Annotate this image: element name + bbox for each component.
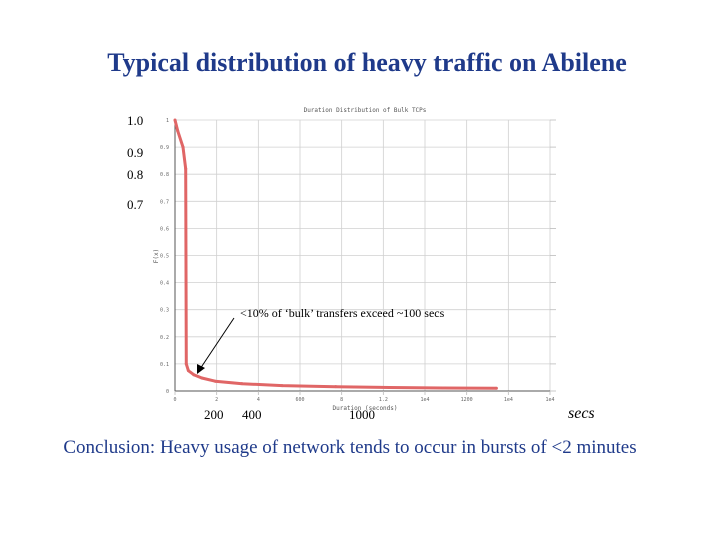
y-tick-label: 0.7 xyxy=(160,199,169,205)
y-tick-label: 0.2 xyxy=(160,335,169,341)
y-tick-label: 0.8 xyxy=(160,172,169,178)
y-tick-label: 0.1 xyxy=(160,362,169,368)
chart-ticks: 0 0.1 0.2 0.3 0.4 0.5 0.6 0.7 0.8 0.9 1 0 2 4 600 8 1.2 1… xyxy=(160,118,556,403)
data-point xyxy=(192,373,196,377)
overlay-x-label: 200 xyxy=(204,407,224,422)
x-tick-label: 1.2 xyxy=(379,397,388,403)
data-point xyxy=(184,167,188,171)
overlay-x-label: 1000 xyxy=(349,407,375,422)
data-point xyxy=(184,362,188,366)
y-tick-label: 0.4 xyxy=(160,281,169,287)
data-point xyxy=(280,384,284,388)
x-tick-label: 600 xyxy=(295,397,304,403)
x-tick-label: 1e4 xyxy=(504,397,513,403)
y-tick-label: 1 xyxy=(166,118,169,124)
data-point xyxy=(494,386,498,390)
overlay-y-label: 0.9 xyxy=(127,145,144,160)
chart-grid xyxy=(175,119,551,391)
y-tick-label: 0 xyxy=(166,389,169,395)
data-point xyxy=(387,385,391,389)
conclusion-text: Conclusion: Heavy usage of network tends… xyxy=(63,437,637,458)
x-tick-label: 8 xyxy=(340,397,343,403)
x-tick-label: 1200 xyxy=(461,397,473,403)
x-tick-label: 4 xyxy=(257,397,260,403)
series-line xyxy=(173,119,497,390)
chart-axes xyxy=(174,120,550,392)
x-tick-label: 1e4 xyxy=(420,397,429,403)
y-tick-label: 0.6 xyxy=(160,226,169,232)
chart-y-axis-label: F(x) xyxy=(153,249,160,263)
chart-series xyxy=(173,118,498,390)
x-tick-label: 1e4 xyxy=(545,397,554,403)
data-point xyxy=(334,385,338,389)
annotation-arrow xyxy=(197,317,235,374)
y-tick-label: 0.9 xyxy=(160,145,169,151)
chart-x-axis-label: Duration (seconds) xyxy=(332,405,397,412)
data-point xyxy=(176,129,180,133)
chart-title: Duration Distribution of Bulk TCPs xyxy=(304,107,427,114)
data-point xyxy=(200,376,204,380)
y-tick-label: 0.3 xyxy=(160,308,169,314)
units-label: secs xyxy=(568,405,595,422)
overlay-y-label: 1.0 xyxy=(127,113,144,128)
data-point xyxy=(186,369,190,373)
annotation-text: <10% of ‘bulk’ transfers exceed ~100 sec… xyxy=(240,306,445,320)
data-point xyxy=(441,386,445,390)
data-point xyxy=(240,382,244,386)
x-tick-label: 2 xyxy=(215,397,218,403)
data-point xyxy=(213,379,217,383)
overlay-x-label: 400 xyxy=(242,407,262,422)
slide-title: Typical distribution of heavy traffic on… xyxy=(107,48,627,77)
overlay-y-label: 0.8 xyxy=(127,167,144,182)
data-point xyxy=(173,118,177,122)
y-tick-label: 0.5 xyxy=(160,254,169,260)
overlay-y-label: 0.7 xyxy=(127,197,144,212)
data-point xyxy=(181,145,185,149)
x-tick-label: 0 xyxy=(173,397,176,403)
